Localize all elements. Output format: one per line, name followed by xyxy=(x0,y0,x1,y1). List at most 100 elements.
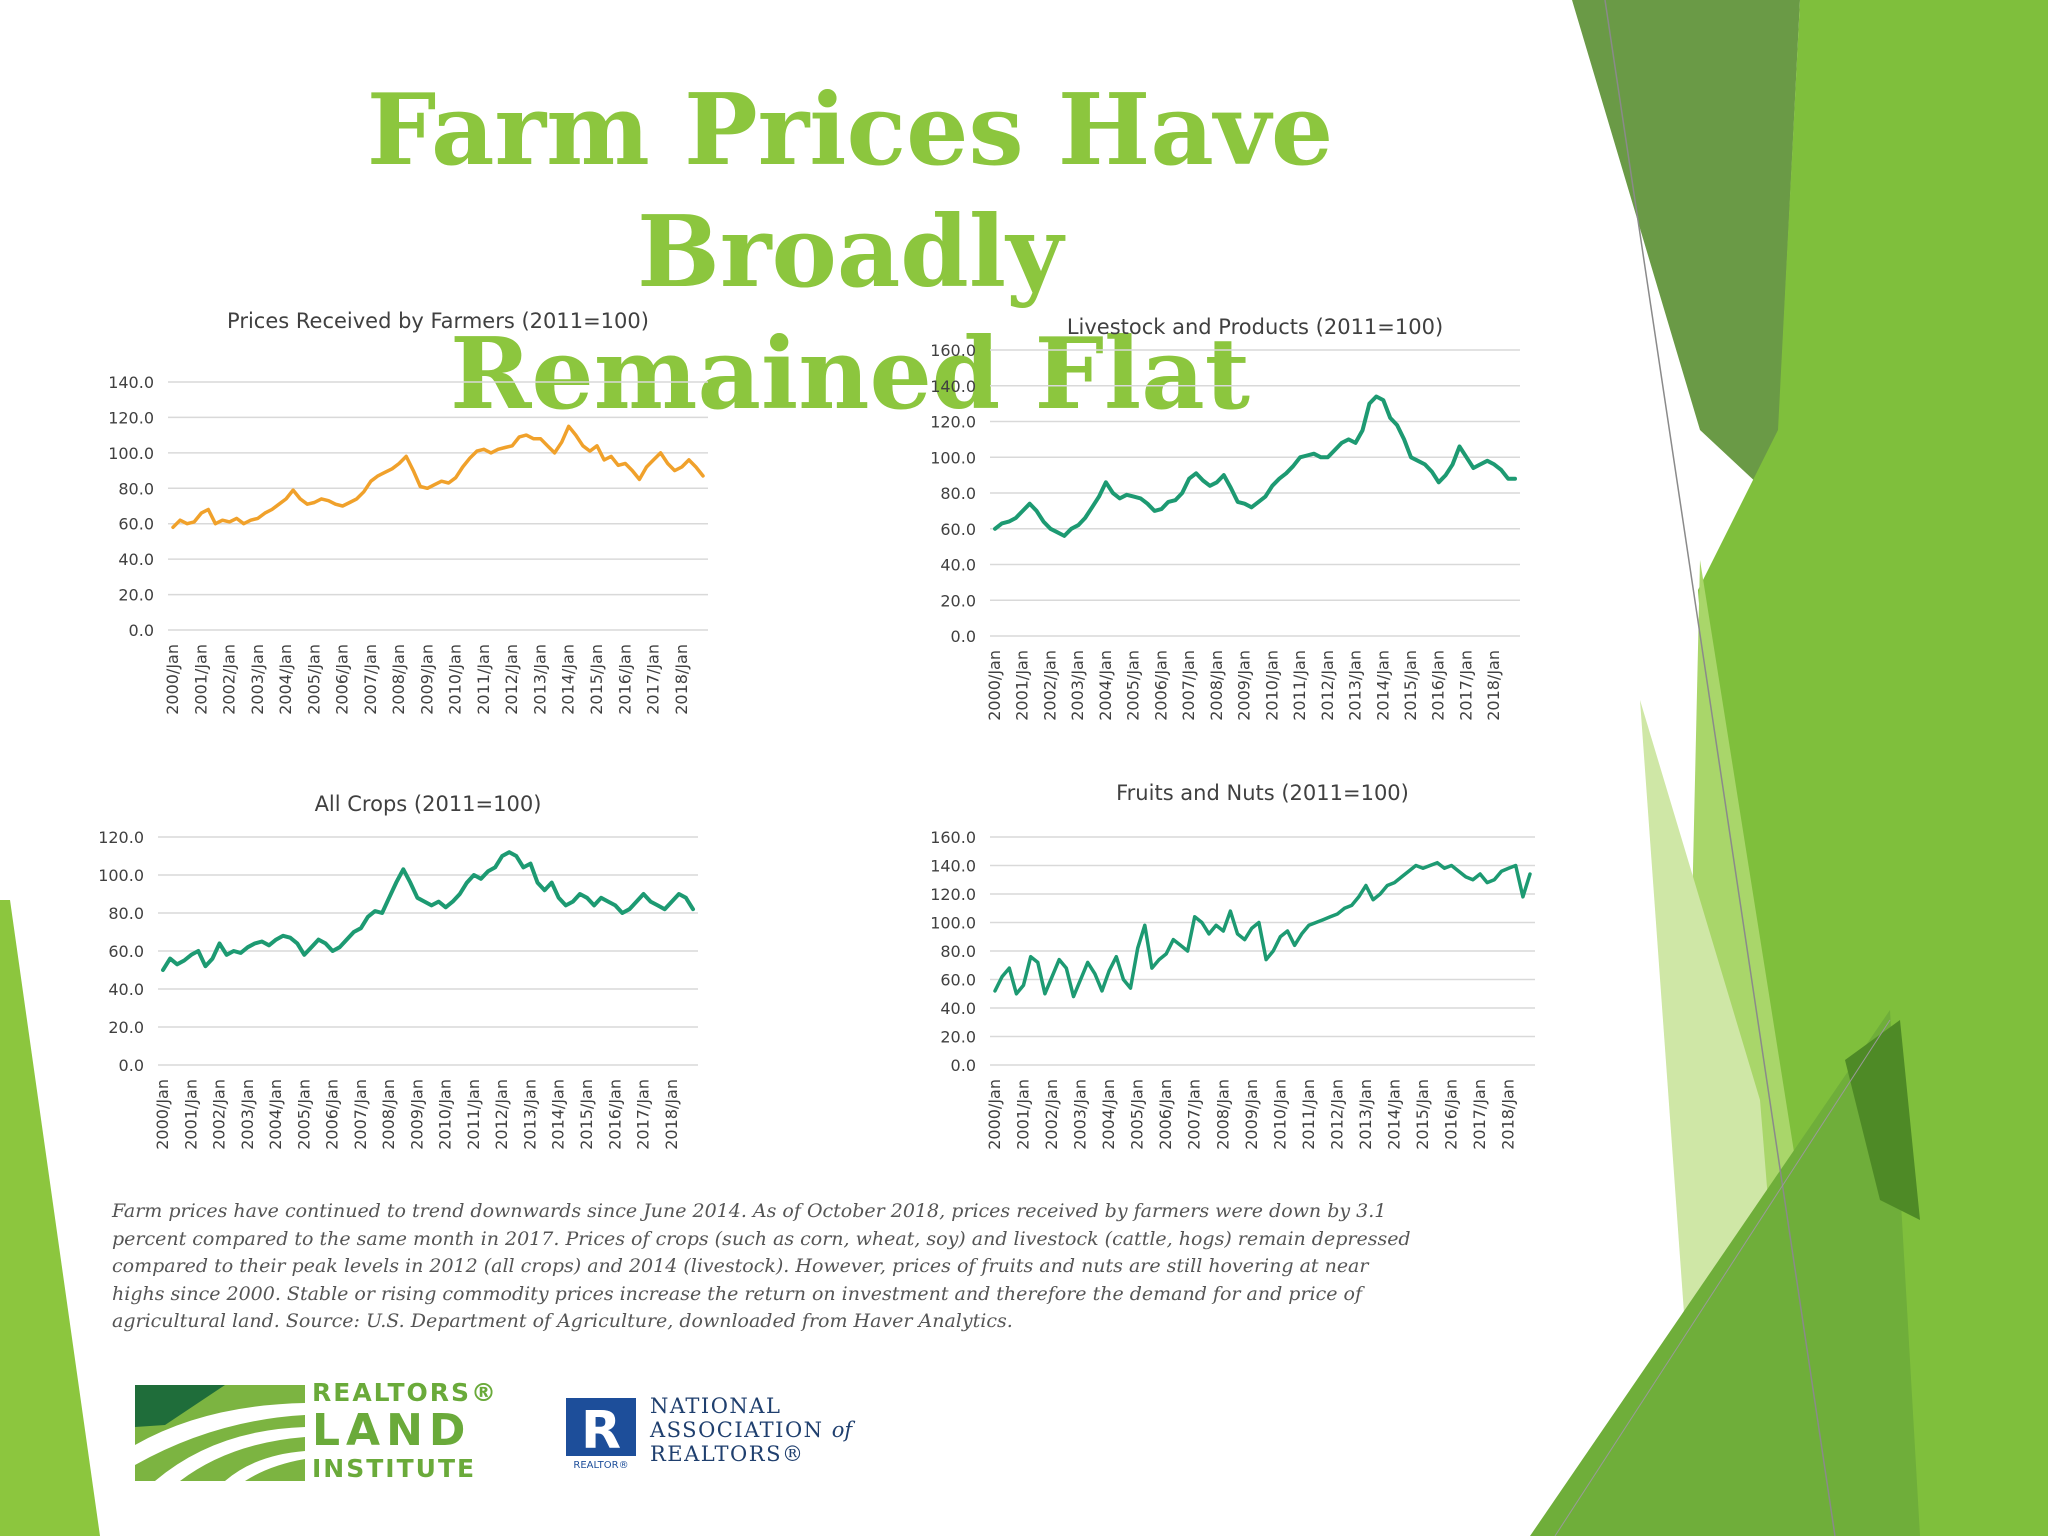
x-tick-label: 2009/Jan xyxy=(1235,650,1254,721)
x-tick-label: 2012/Jan xyxy=(492,1079,511,1150)
bg-shape-left-green xyxy=(0,900,100,1536)
y-tick-label: 40.0 xyxy=(940,556,976,575)
x-tick-label: 2017/Jan xyxy=(1470,1079,1489,1150)
y-tick-label: 60.0 xyxy=(118,515,154,534)
x-tick-label: 2007/Jan xyxy=(1179,650,1198,721)
caption-text: Farm prices have continued to trend down… xyxy=(112,1200,1411,1332)
chart-title: All Crops (2011=100) xyxy=(315,792,542,816)
x-tick-label: 2005/Jan xyxy=(294,1079,313,1150)
slide-title: Farm Prices Have Broadly Remained Flat xyxy=(140,70,1560,436)
nar-line-3: REALTORS® xyxy=(650,1442,805,1466)
x-tick-label: 2012/Jan xyxy=(1327,1079,1346,1150)
x-tick-label: 2000/Jan xyxy=(153,1079,172,1150)
x-tick-label: 2007/Jan xyxy=(361,644,380,715)
rli-line-2: LAND xyxy=(312,1405,472,1456)
x-tick-label: 2017/Jan xyxy=(644,644,663,715)
y-tick-label: 100.0 xyxy=(98,866,144,885)
y-tick-label: 140.0 xyxy=(108,373,154,392)
x-tick-label: 2014/Jan xyxy=(1373,650,1392,721)
chart-title: Prices Received by Farmers (2011=100) xyxy=(227,309,649,333)
y-tick-label: 0.0 xyxy=(951,1056,976,1075)
x-tick-label: 2001/Jan xyxy=(1013,650,1032,721)
nar-mark-caption: REALTOR® xyxy=(573,1460,628,1470)
x-tick-label: 2011/Jan xyxy=(474,644,493,715)
x-tick-label: 2006/Jan xyxy=(1151,650,1170,721)
y-tick-label: 60.0 xyxy=(940,520,976,539)
y-tick-label: 0.0 xyxy=(951,627,976,646)
x-tick-label: 2001/Jan xyxy=(181,1079,200,1150)
x-tick-label: 2013/Jan xyxy=(1346,650,1365,721)
x-tick-label: 2006/Jan xyxy=(333,644,352,715)
x-tick-label: 2011/Jan xyxy=(1299,1079,1318,1150)
x-tick-label: 2004/Jan xyxy=(276,644,295,715)
y-tick-label: 0.0 xyxy=(119,1056,144,1075)
x-tick-label: 2000/Jan xyxy=(985,1079,1004,1150)
x-tick-label: 2008/Jan xyxy=(389,644,408,715)
series-line xyxy=(993,860,1532,999)
y-tick-label: 160.0 xyxy=(930,341,976,360)
x-tick-label: 2002/Jan xyxy=(1040,650,1059,721)
x-tick-label: 2018/Jan xyxy=(1499,1079,1518,1150)
x-tick-label: 2005/Jan xyxy=(304,644,323,715)
x-tick-label: 2010/Jan xyxy=(1262,650,1281,721)
x-tick-label: 2015/Jan xyxy=(577,1079,596,1150)
chart-title: Fruits and Nuts (2011=100) xyxy=(1116,781,1409,805)
x-tick-label: 2008/Jan xyxy=(1213,1079,1232,1150)
x-tick-label: 2000/Jan xyxy=(163,644,182,715)
x-tick-label: 2009/Jan xyxy=(417,644,436,715)
x-tick-label: 2008/Jan xyxy=(379,1079,398,1150)
x-tick-label: 2002/Jan xyxy=(220,644,239,715)
x-tick-label: 2015/Jan xyxy=(587,644,606,715)
x-tick-label: 2003/Jan xyxy=(1068,650,1087,721)
x-tick-label: 2018/Jan xyxy=(672,644,691,715)
x-tick-label: 2004/Jan xyxy=(266,1079,285,1150)
y-tick-label: 100.0 xyxy=(108,444,154,463)
x-tick-label: 2011/Jan xyxy=(1290,650,1309,721)
chart-svg: Fruits and Nuts (2011=100) 0.0 20.0 40.0 60.… xyxy=(930,781,1535,1150)
y-tick-label: 120.0 xyxy=(98,828,144,847)
chart-all-crops: All Crops (2011=100) 0.0 20.0 40.0 60.0 80.0 1… xyxy=(78,780,718,1190)
x-tick-label: 2015/Jan xyxy=(1401,650,1420,721)
chart-livestock-products: Livestock and Products (2011=100) 0.0 20.0… xyxy=(900,306,1540,766)
x-tick-label: 2005/Jan xyxy=(1128,1079,1147,1150)
bg-shape-dark-green xyxy=(1572,0,1800,500)
bg-shape-mid-green xyxy=(1530,1010,1920,1536)
rli-logo-text: REALTORS® LAND INSTITUTE xyxy=(312,1378,498,1484)
x-tick-label: 2006/Jan xyxy=(1156,1079,1175,1150)
y-tick-label: 20.0 xyxy=(940,591,976,610)
x-tick-label: 2007/Jan xyxy=(1185,1079,1204,1150)
y-tick-label: 40.0 xyxy=(940,999,976,1018)
y-tick-label: 80.0 xyxy=(940,484,976,503)
x-tick-label: 2002/Jan xyxy=(210,1079,229,1150)
x-tick-label: 2017/Jan xyxy=(1456,650,1475,721)
x-tick-label: 2001/Jan xyxy=(1014,1079,1033,1150)
nar-logo-text: NATIONAL ASSOCIATION of REALTORS® xyxy=(650,1394,852,1466)
x-tick-label: 2016/Jan xyxy=(1442,1079,1461,1150)
rli-line-3: INSTITUTE xyxy=(312,1454,477,1483)
y-tick-label: 80.0 xyxy=(118,479,154,498)
x-tick-label: 2010/Jan xyxy=(446,644,465,715)
y-tick-label: 40.0 xyxy=(118,550,154,569)
x-tick-label: 2001/Jan xyxy=(191,644,210,715)
x-tick-label: 2003/Jan xyxy=(248,644,267,715)
y-tick-label: 120.0 xyxy=(930,885,976,904)
y-tick-label: 20.0 xyxy=(108,1018,144,1037)
chart-svg: Livestock and Products (2011=100) 0.0 20.0… xyxy=(930,315,1520,721)
y-tick-label: 40.0 xyxy=(108,980,144,999)
y-tick-label: 20.0 xyxy=(940,1028,976,1047)
y-tick-label: 100.0 xyxy=(930,914,976,933)
chart-svg: All Crops (2011=100) 0.0 20.0 40.0 60.0 80.0 1… xyxy=(98,792,698,1150)
x-tick-label: 2013/Jan xyxy=(520,1079,539,1150)
y-tick-label: 140.0 xyxy=(930,857,976,876)
x-tick-label: 2004/Jan xyxy=(1099,1079,1118,1150)
x-tick-label: 2016/Jan xyxy=(605,1079,624,1150)
x-tick-label: 2000/Jan xyxy=(985,650,1004,721)
y-tick-label: 140.0 xyxy=(930,377,976,396)
x-tick-label: 2016/Jan xyxy=(1429,650,1448,721)
chart-svg: Prices Received by Farmers (2011=100) 0.0… xyxy=(108,309,708,715)
y-tick-label: 120.0 xyxy=(108,408,154,427)
x-tick-label: 2014/Jan xyxy=(559,644,578,715)
x-tick-label: 2008/Jan xyxy=(1207,650,1226,721)
y-tick-label: 60.0 xyxy=(940,971,976,990)
